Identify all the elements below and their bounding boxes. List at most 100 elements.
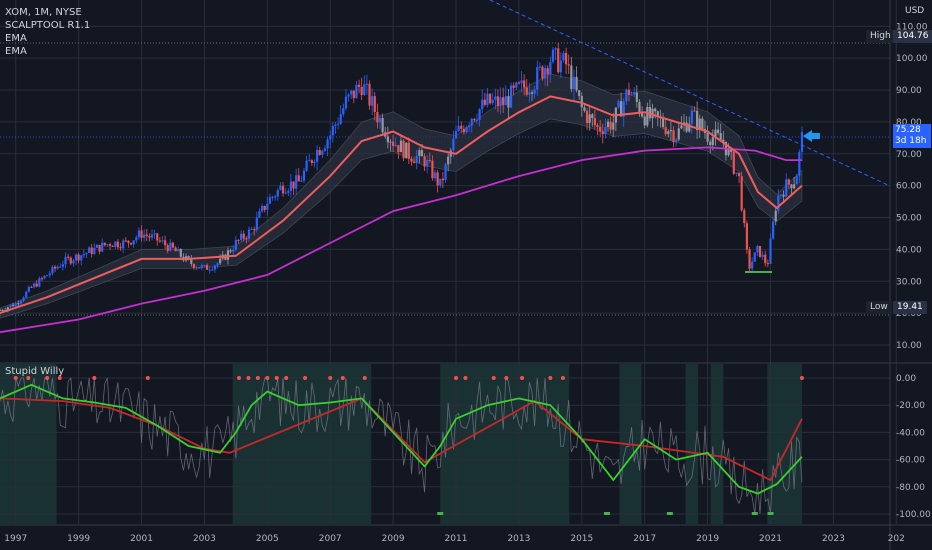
signal-dot-red-23 bbox=[799, 376, 804, 380]
candle-body-144 bbox=[376, 112, 379, 123]
candle-body-242 bbox=[633, 92, 636, 95]
candle-body-254 bbox=[664, 127, 667, 135]
lower-signal-red bbox=[0, 397, 803, 482]
signal-dot-red-16 bbox=[454, 376, 459, 380]
candle-body-57 bbox=[148, 236, 151, 238]
candle-body-160 bbox=[418, 150, 421, 156]
currency-label: USD bbox=[905, 6, 925, 16]
candle-body-294 bbox=[769, 238, 772, 264]
indicator-ema-2[interactable]: EMA bbox=[5, 46, 27, 57]
candle-body-207 bbox=[541, 66, 544, 79]
candle-body-93 bbox=[242, 233, 245, 239]
candle-body-120 bbox=[313, 161, 316, 164]
candle-body-84 bbox=[219, 258, 222, 264]
candle-body-39 bbox=[101, 242, 104, 252]
candle-body-16 bbox=[40, 278, 44, 280]
candle-body-130 bbox=[339, 114, 342, 124]
candle-body-241 bbox=[630, 94, 633, 96]
candle-body-87 bbox=[226, 250, 230, 260]
x-tick-2021: 2021 bbox=[759, 534, 782, 544]
candle-body-116 bbox=[302, 170, 306, 181]
x-tick-202: 202 bbox=[888, 534, 905, 544]
candle-body-257 bbox=[672, 130, 675, 143]
candle-body-221 bbox=[578, 90, 581, 97]
candle-body-141 bbox=[368, 83, 371, 106]
candle-body-149 bbox=[389, 141, 392, 143]
signal-dot-red-17 bbox=[463, 376, 468, 380]
candle-body-285 bbox=[745, 223, 749, 250]
candle-body-260 bbox=[680, 125, 683, 129]
candle-body-278 bbox=[727, 148, 730, 156]
candle-body-220 bbox=[575, 76, 578, 91]
candle-body-119 bbox=[310, 160, 313, 164]
y-tick-price-2: 90.00 bbox=[896, 86, 922, 96]
candle-body-210 bbox=[549, 61, 552, 75]
signal-dot-red-15 bbox=[362, 376, 367, 380]
x-tick-2003: 2003 bbox=[193, 534, 216, 544]
candle-body-97 bbox=[253, 228, 256, 230]
lower-indicator-title[interactable]: Stupid Willy bbox=[5, 366, 65, 377]
candle-body-132 bbox=[344, 96, 348, 109]
y-tick-lower-3: -60.00 bbox=[896, 456, 925, 466]
candle-body-60 bbox=[156, 233, 159, 241]
candle-body-289 bbox=[756, 246, 759, 253]
candle-body-10 bbox=[25, 291, 28, 298]
signal-dot-red-1 bbox=[26, 376, 31, 380]
candle-body-157 bbox=[410, 158, 413, 162]
candle-body-155 bbox=[405, 142, 408, 159]
candle-body-55 bbox=[143, 234, 146, 238]
candle-body-200 bbox=[523, 80, 526, 88]
symbol-line[interactable]: XOM, 1M, NYSE bbox=[5, 7, 82, 18]
candle-body-301 bbox=[787, 179, 790, 185]
candle-body-31 bbox=[80, 255, 83, 261]
candle-body-171 bbox=[447, 156, 450, 165]
candle-body-162 bbox=[423, 156, 426, 167]
candle-body-291 bbox=[761, 254, 764, 257]
candle-body-153 bbox=[399, 140, 403, 153]
signal-dot-green-1 bbox=[603, 512, 610, 515]
candle-body-47 bbox=[122, 240, 125, 249]
candle-body-202 bbox=[528, 92, 531, 95]
indicator-ema-1[interactable]: EMA bbox=[5, 33, 27, 44]
indicator-scalptool[interactable]: SCALPTOOL R1.1 bbox=[5, 20, 91, 31]
candle-body-293 bbox=[766, 263, 769, 265]
candle-body-196 bbox=[512, 85, 515, 88]
candle-body-121 bbox=[316, 149, 319, 162]
signal-dot-red-5 bbox=[145, 376, 150, 380]
y-tick-lower-0: 0.00 bbox=[896, 374, 916, 384]
candle-body-256 bbox=[669, 130, 673, 132]
candle-body-218 bbox=[570, 65, 573, 89]
candle-body-137 bbox=[357, 84, 361, 87]
candle-body-138 bbox=[360, 86, 363, 95]
candle-body-212 bbox=[554, 48, 557, 50]
candle-body-20 bbox=[51, 266, 54, 274]
candle-body-180 bbox=[470, 118, 473, 126]
lower-zone-4 bbox=[685, 364, 699, 524]
candle-body-145 bbox=[378, 117, 382, 123]
candle-body-164 bbox=[428, 160, 431, 162]
candle-body-44 bbox=[114, 241, 117, 247]
candle-body-1 bbox=[1, 309, 4, 311]
candle-body-53 bbox=[137, 230, 140, 238]
candle-body-68 bbox=[177, 249, 180, 252]
candle-body-298 bbox=[779, 194, 783, 196]
x-tick-2015: 2015 bbox=[570, 534, 593, 544]
candle-body-40 bbox=[103, 242, 106, 246]
candle-body-184 bbox=[481, 99, 484, 109]
x-tick-2019: 2019 bbox=[696, 534, 719, 544]
y-tick-price-3: 80.00 bbox=[896, 118, 922, 128]
candle-body-236 bbox=[617, 101, 620, 108]
candle-body-114 bbox=[297, 175, 300, 182]
candle-body-282 bbox=[737, 172, 741, 177]
candle-body-159 bbox=[415, 155, 418, 164]
y-tick-price-5: 60.00 bbox=[896, 182, 922, 192]
candle-body-142 bbox=[371, 96, 374, 106]
candle-body-264 bbox=[690, 110, 693, 124]
candle-body-13 bbox=[32, 283, 36, 288]
candle-body-3 bbox=[6, 307, 9, 311]
candle-body-48 bbox=[124, 240, 127, 242]
candle-body-94 bbox=[245, 238, 248, 240]
candle-body-208 bbox=[544, 68, 547, 79]
